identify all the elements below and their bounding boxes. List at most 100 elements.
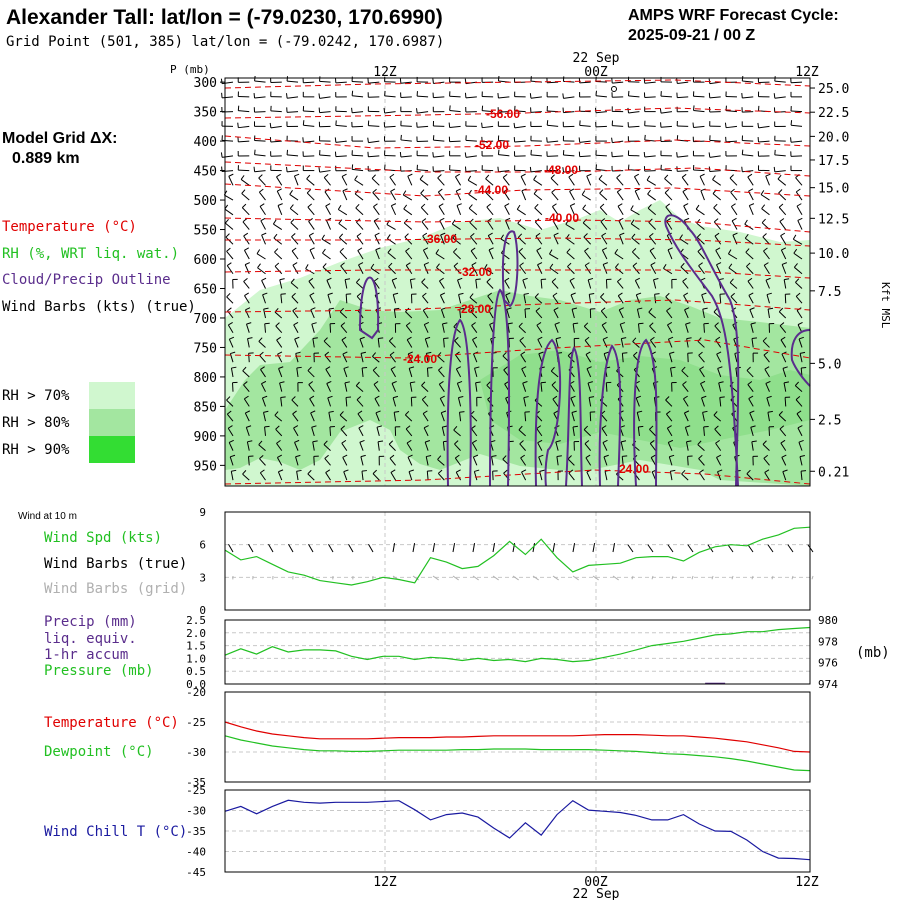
wind-barb-flag [373, 277, 379, 282]
wind-barb [790, 81, 803, 84]
wind-barb [407, 175, 413, 186]
wind-barb-flag [634, 173, 640, 178]
wind-barb-flag [762, 233, 767, 238]
sfc-wind-barb [687, 544, 694, 553]
wind-barb-flag [765, 277, 771, 281]
wind-barb [452, 223, 461, 230]
wind-barb [745, 251, 754, 260]
wind-barb-flag [762, 337, 768, 342]
wind-barb [319, 170, 331, 173]
wind-barb [279, 279, 283, 289]
wind-barb [436, 267, 445, 275]
wind-barb [467, 179, 478, 186]
wind-barb-flag [324, 454, 329, 459]
wind-barb [534, 296, 543, 304]
wind-barb [636, 309, 640, 319]
wind-barb [780, 339, 787, 348]
wind-barb [693, 95, 705, 98]
wind-barb [388, 340, 396, 348]
wind-barb [758, 125, 770, 129]
wind-barb [633, 176, 640, 186]
height-tick-label: 5.0 [818, 357, 841, 372]
wind-barb [377, 338, 380, 348]
legend-rh70-label: RH > 70% [2, 388, 70, 404]
wind-barb-flag [440, 395, 445, 399]
wind-barb-flag [228, 173, 234, 177]
wind-barb-flag [291, 247, 297, 252]
wind-barb-flag [416, 108, 418, 114]
wind-barb [713, 221, 722, 230]
wind-barb-flag [504, 203, 510, 207]
wind-barb [287, 170, 299, 173]
wind-barb [433, 96, 445, 99]
wind-barb [256, 253, 266, 260]
wind-barb-flag [318, 93, 321, 99]
wind-barb [568, 176, 575, 186]
wind-barb-flag [682, 277, 687, 282]
wind-barb [669, 471, 673, 481]
sfc-wind-barb [612, 543, 616, 553]
wind-barb-flag [242, 366, 247, 372]
wind-barb-flag [260, 217, 266, 222]
wind-barb-flag [360, 351, 367, 354]
wind-barb-flag [341, 336, 347, 341]
wind-barb-flag [228, 439, 234, 443]
wind-barb [405, 311, 413, 319]
wind-barb [660, 111, 673, 114]
wind-barb [244, 295, 250, 304]
wind-barb [679, 238, 689, 245]
wind-barb [345, 397, 348, 407]
wind-barb [547, 81, 559, 84]
wind-barb [393, 308, 397, 319]
wind-barb [473, 353, 478, 363]
wind-barb-flag [695, 204, 700, 210]
wind-barb [224, 208, 234, 216]
wind-barb-flag [328, 410, 334, 413]
wind-barb [439, 294, 445, 304]
wind-barb [373, 206, 380, 216]
wind-barb-flag [351, 107, 353, 113]
wind-barb-flag [521, 469, 527, 473]
wind-barb-flag [376, 425, 382, 428]
wind-barb [547, 140, 559, 143]
wind-barb [296, 367, 299, 377]
wind-barb-flag [242, 470, 247, 475]
wind-barb-flag [453, 262, 459, 267]
wind-barb [716, 457, 722, 466]
wind-barb-flag [632, 248, 637, 253]
wind-barb-flag [549, 263, 554, 269]
wind-barb [329, 426, 332, 436]
dewpoint-line [224, 735, 811, 772]
panel-background [225, 620, 810, 684]
wind-barb-flag [750, 425, 756, 428]
wind-barb [644, 96, 656, 98]
wind-barb-flag [635, 277, 641, 281]
wind-barb [458, 294, 462, 304]
wind-barb-flag [781, 454, 787, 458]
wind-barb-flag [455, 188, 461, 192]
wind-barb [667, 324, 673, 333]
wind-barb [319, 80, 331, 83]
wind-barb-flag [507, 322, 513, 325]
wind-barb-flag [339, 411, 344, 416]
wind-barb [390, 368, 397, 378]
wind-barb [221, 139, 234, 142]
wind-barb-flag [474, 469, 480, 472]
wind-barb [503, 191, 510, 201]
wind-barb-flag [421, 395, 427, 400]
wind-barb [310, 412, 315, 422]
wind-barb-flag [565, 219, 569, 225]
wind-barb [390, 191, 397, 201]
wind-barb-flag [619, 307, 624, 311]
wind-barb [439, 280, 445, 289]
wind-barb [274, 251, 283, 260]
sfc-wind-barb [268, 543, 274, 553]
wind-barb-flag [309, 232, 314, 237]
wind-barb [388, 443, 396, 451]
wind-barb [472, 339, 478, 348]
wind-barb [455, 176, 462, 186]
wind-barb [630, 223, 640, 230]
wind-barb [634, 190, 640, 201]
wind-barb [471, 442, 478, 451]
wind-barb [352, 81, 364, 83]
